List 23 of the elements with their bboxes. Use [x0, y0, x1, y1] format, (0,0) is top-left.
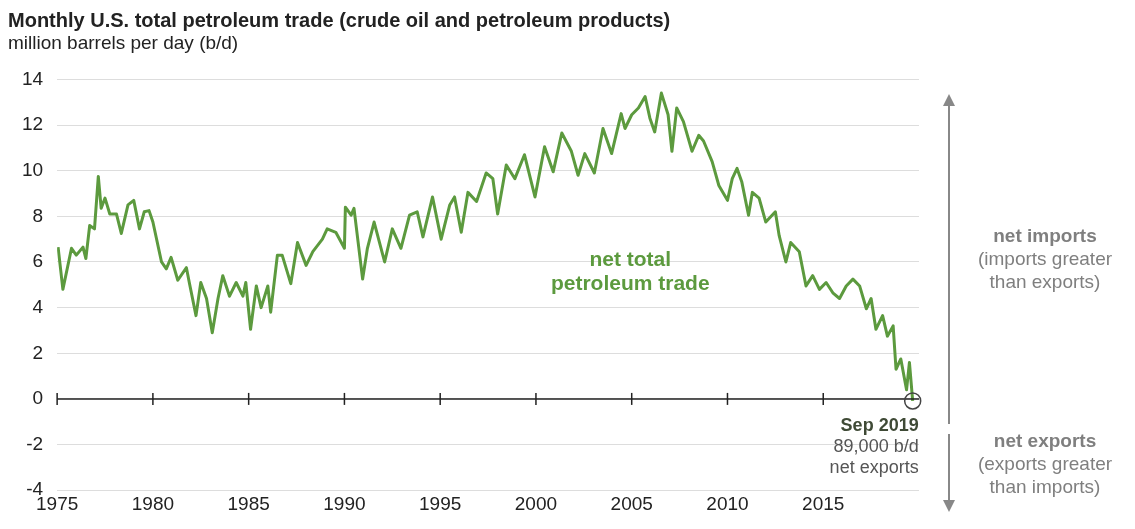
text: net total petroleum trade — [550, 246, 710, 294]
x-tick-label: 2005 — [610, 492, 653, 514]
annotation: Sep 2019 89,000 b/d net exports — [829, 414, 919, 477]
y-axis-title: million barrels per day (b/d) — [8, 32, 240, 54]
x-tick-label: 1980 — [131, 492, 175, 514]
x-tick-label: 1985 — [227, 492, 270, 514]
y-tick-label: 2 — [32, 341, 44, 363]
x-tick-label: 2015 — [802, 492, 845, 514]
y-tick-label: 12 — [21, 113, 44, 135]
y-tick-label: 0 — [32, 387, 44, 409]
chart-title: Monthly U.S. total petroleum trade (crude oil and petroleum products) — [8, 8, 672, 32]
x-tick-label: 2010 — [706, 492, 749, 514]
y-tick-label: 10 — [21, 158, 44, 180]
x-tick-label: 1995 — [419, 492, 462, 514]
y-tick-label: 4 — [32, 295, 44, 317]
x-tick-label: 2000 — [514, 492, 558, 514]
y-tick-label: 6 — [32, 250, 44, 272]
y-tick-label: 8 — [32, 204, 44, 226]
y-tick-label: 14 — [21, 67, 44, 89]
text: net imports (imports greater than exports) — [976, 224, 1114, 293]
y-tick-label: -2 — [26, 432, 44, 454]
x-tick-label: 1990 — [323, 492, 366, 514]
text: net exports (exports greater than imports) — [976, 429, 1114, 498]
